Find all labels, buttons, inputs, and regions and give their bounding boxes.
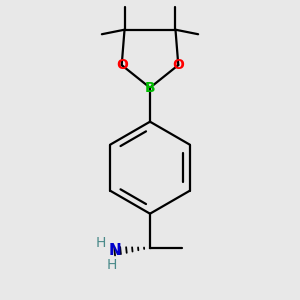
- Text: H: H: [106, 258, 117, 272]
- Text: O: O: [116, 58, 127, 72]
- Text: O: O: [172, 58, 184, 72]
- Text: B: B: [145, 81, 155, 95]
- Text: H: H: [95, 236, 106, 250]
- Text: N: N: [108, 243, 121, 258]
